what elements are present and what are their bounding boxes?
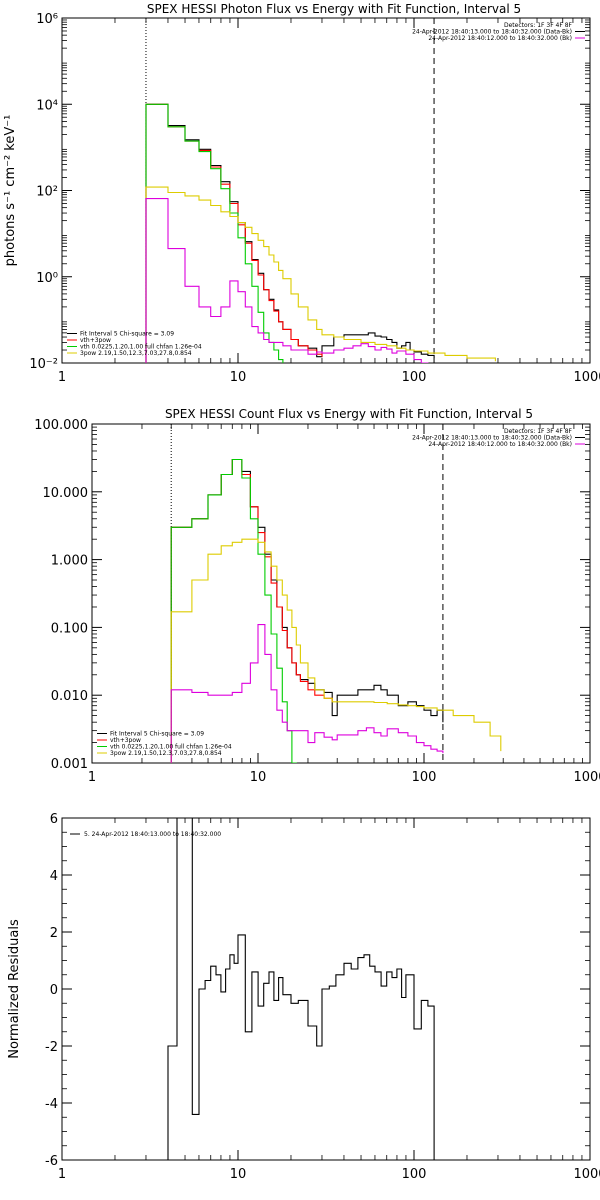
x-tick-label: 10 <box>230 370 247 385</box>
y-tick-label: 10.000 <box>43 486 89 501</box>
y-tick-label: 0.100 <box>51 621 88 636</box>
y-tick-label: 10⁴ <box>36 98 58 113</box>
legend-text: vth 0.0225,1.20,1.00 full chfan 1.26e-04 <box>80 344 202 351</box>
y-tick-label: 10⁻² <box>29 357 58 372</box>
series-group <box>145 103 496 363</box>
chart-panel-2: SPEX HESSI Count Flux vs Energy with Fit… <box>34 407 600 785</box>
legend-text: Fit Interval 5 Chi-square = 3.09 <box>110 731 204 738</box>
y-tick-label: 1.000 <box>51 554 88 569</box>
chart-panel-1: SPEX HESSI Photon Flux vs Energy with Fi… <box>3 2 600 385</box>
legend-text: 3pow 2.19,1.50,12.3,7.03,27.8,0.854 <box>110 750 222 757</box>
y-tick-label: 100.000 <box>34 418 88 433</box>
legend-text: 24-Apr-2012 18:40:13.000 to 18:40:32.000… <box>412 435 572 442</box>
series-line-4 <box>145 198 429 363</box>
legend-text: 24-Apr-2012 18:40:12.000 to 18:40:32.000… <box>428 35 572 42</box>
series-group <box>146 818 435 1160</box>
x-tick-label: 100 <box>402 370 427 385</box>
legend-text: 3pow 2.19,1.50,12.3,7.03,27.8,0.854 <box>80 350 192 357</box>
legend-text: Detectors: 1F 3F 4F 8F <box>504 428 573 435</box>
legend-text: vth 0.0225,1.20,1.00 full chfan 1.26e-04 <box>110 744 232 751</box>
chart-title: SPEX HESSI Photon Flux vs Energy with Fi… <box>147 2 521 16</box>
x-tick-label: 100 <box>412 770 437 785</box>
y-tick-label: 4 <box>50 869 58 884</box>
y-tick-label: -2 <box>45 1040 58 1055</box>
y-axis-label: Normalized Residuals <box>7 919 22 1059</box>
x-tick-label: 1 <box>58 1167 66 1182</box>
x-tick-label: 100 <box>402 1167 427 1182</box>
y-tick-label: 0.010 <box>51 689 88 704</box>
legend-text: vth+3pow <box>110 737 141 744</box>
series-line-3 <box>170 538 502 763</box>
legend-text: 5. 24-Apr-2012 18:40:13.000 to 18:40:32.… <box>84 831 221 838</box>
series-line-0 <box>146 818 435 1160</box>
y-tick-label: 10² <box>36 185 58 200</box>
x-tick-label: 1 <box>88 770 96 785</box>
legend-text: Fit Interval 5 Chi-square = 3.09 <box>80 331 174 338</box>
x-tick-label: 1 <box>58 370 66 385</box>
y-axis-label: photons s⁻¹ cm⁻² keV⁻¹ <box>3 115 18 267</box>
series-line-0 <box>145 103 435 363</box>
series-line-4 <box>170 624 444 763</box>
y-tick-label: 6 <box>50 812 58 827</box>
legend-text: Detectors: 1F 3F 4F 8F <box>504 22 573 29</box>
x-tick-label: 10 <box>230 1167 247 1182</box>
x-tick-label: 10 <box>250 770 267 785</box>
plot-frame <box>61 17 591 364</box>
y-tick-label: 0 <box>50 983 58 998</box>
legend-text: vth+3pow <box>80 337 111 344</box>
plot-frame <box>91 423 591 764</box>
series-group <box>170 458 502 763</box>
y-tick-label: 0.001 <box>51 757 88 772</box>
series-line-0 <box>170 458 444 763</box>
y-tick-label: -6 <box>45 1154 58 1169</box>
legend-text: 24-Apr-2012 18:40:12.000 to 18:40:32.000… <box>428 441 572 448</box>
y-tick-label: 10⁶ <box>36 12 58 27</box>
y-tick-label: 10⁰ <box>36 271 58 286</box>
legend-text: 24-Apr-2012 18:40:13.000 to 18:40:32.000… <box>412 29 572 36</box>
chart-title: SPEX HESSI Count Flux vs Energy with Fit… <box>165 407 533 421</box>
series-line-3 <box>145 186 496 363</box>
y-tick-label: 2 <box>50 926 58 941</box>
y-tick-label: -4 <box>45 1097 58 1112</box>
